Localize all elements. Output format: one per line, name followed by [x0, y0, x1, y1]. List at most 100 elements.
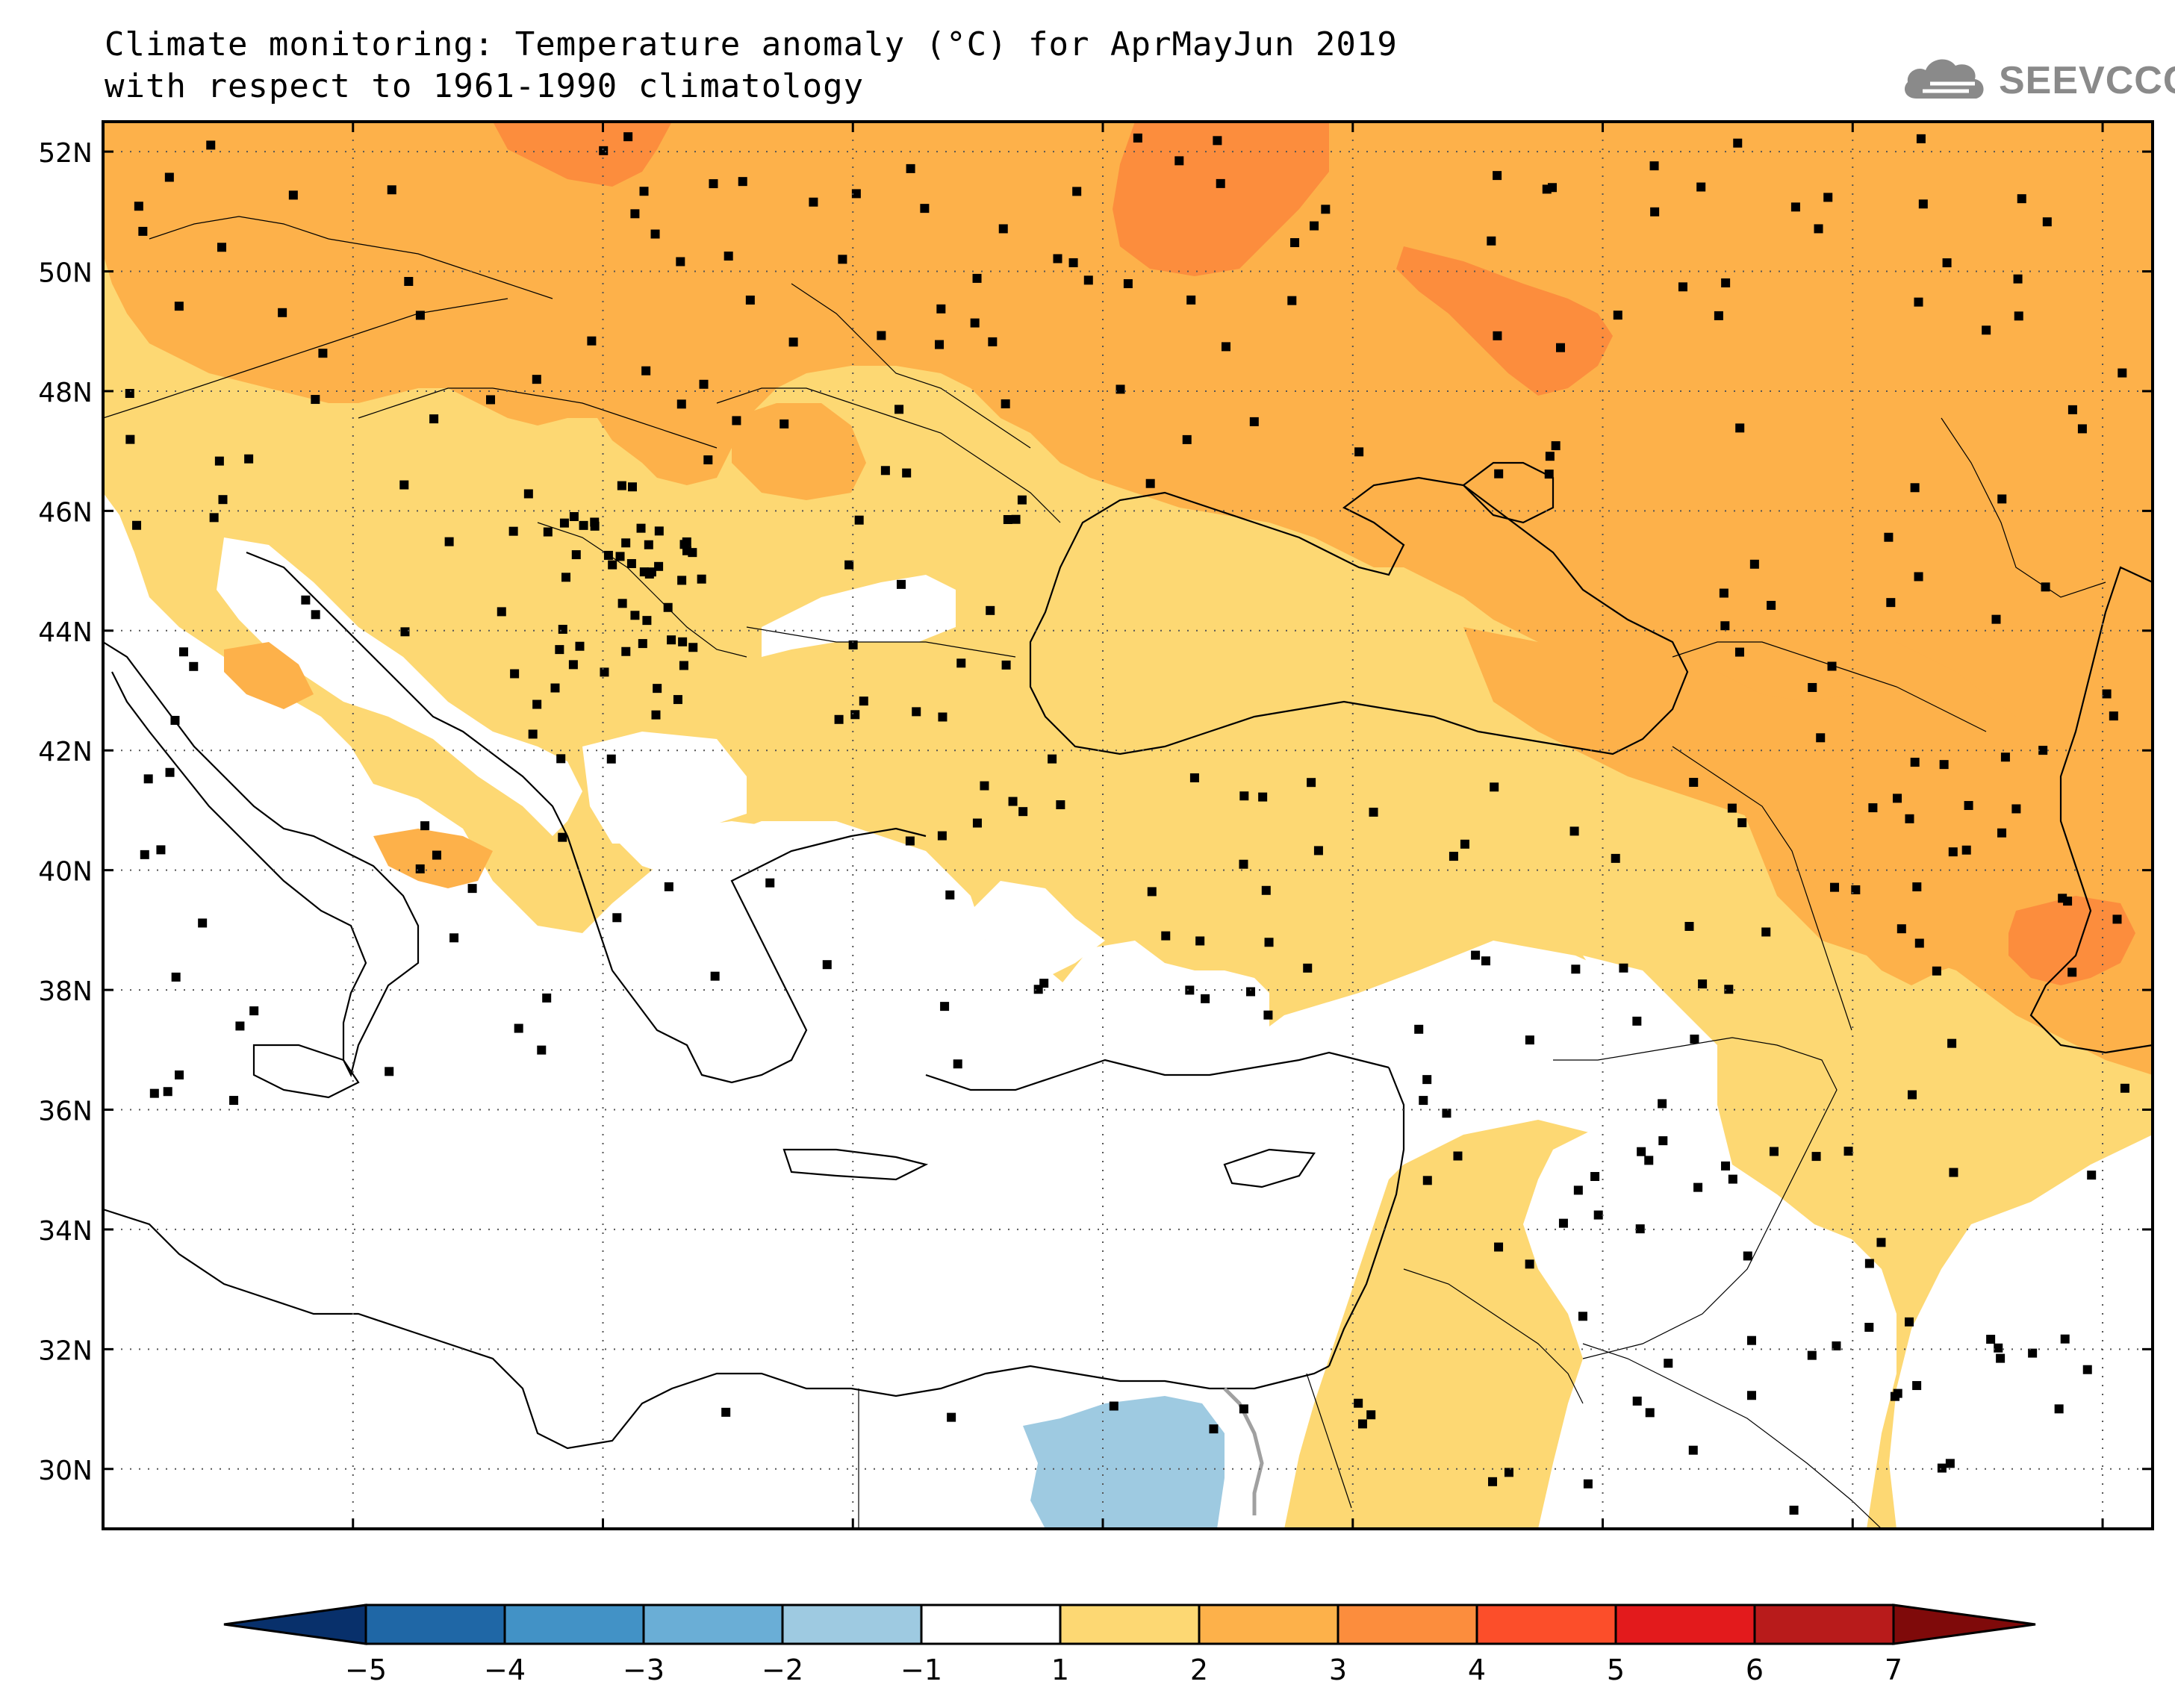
station-marker [935, 340, 945, 349]
station-marker [732, 416, 741, 426]
station-marker [1991, 614, 2001, 624]
station-marker [627, 482, 637, 492]
station-marker [644, 540, 653, 549]
station-marker [1453, 1151, 1463, 1161]
station-marker [1907, 1090, 1917, 1100]
logo-text: SEEVCCC [1999, 59, 2175, 102]
station-marker [905, 836, 915, 846]
station-marker [1018, 807, 1028, 817]
station-marker [621, 646, 631, 656]
station-marker [1914, 297, 1923, 307]
station-marker [175, 1070, 184, 1080]
colorbar-label: 1 [1051, 1654, 1069, 1686]
colorbar-label: −5 [345, 1654, 387, 1686]
station-marker [710, 971, 720, 981]
station-marker [780, 419, 789, 428]
station-marker [1690, 1034, 1699, 1044]
anomaly-region-white-west-anatolia [1015, 978, 1083, 1060]
station-marker [1590, 1171, 1600, 1181]
station-marker [667, 635, 676, 645]
station-marker [1109, 1401, 1118, 1411]
station-marker [1994, 1343, 2003, 1353]
station-marker [2014, 311, 2023, 321]
anomaly-region-white-adriatic [217, 537, 582, 836]
border-romania [716, 387, 1061, 523]
station-marker [998, 224, 1008, 234]
station-marker [555, 645, 564, 655]
station-marker [1471, 950, 1481, 960]
station-marker [590, 517, 600, 527]
station-marker [638, 639, 647, 649]
station-marker [1937, 1463, 1947, 1473]
station-marker [559, 518, 569, 528]
station-marker [1195, 936, 1205, 946]
station-marker [1693, 1182, 1703, 1192]
station-marker [1737, 818, 1747, 828]
colorbar-boxes [223, 1603, 2036, 1645]
station-marker [912, 707, 921, 717]
station-marker [311, 610, 320, 620]
anomaly-region-2-3-balkan-patch [732, 403, 866, 500]
station-marker [1886, 598, 1896, 608]
anomaly-field [103, 122, 2153, 1529]
coastline-crete [782, 1148, 929, 1181]
station-marker [850, 710, 860, 720]
station-marker [1548, 183, 1558, 193]
station-marker [615, 552, 625, 561]
station-marker [1914, 572, 1923, 582]
station-marker [1216, 178, 1225, 188]
station-marker [1221, 342, 1230, 352]
station-marker [1896, 924, 1906, 934]
station-marker [623, 132, 633, 142]
station-marker [956, 658, 966, 668]
station-marker [1986, 1335, 1996, 1344]
station-marker [575, 641, 585, 651]
border-russia-kazakhstan [1941, 417, 2106, 598]
colorbar-box [642, 1603, 784, 1645]
station-marker [676, 399, 686, 409]
station-marker [420, 821, 430, 831]
station-marker [1008, 797, 1018, 806]
lat-tick-label: 30N [38, 1456, 93, 1486]
station-marker [514, 1023, 523, 1033]
colorbar-label: −2 [762, 1654, 803, 1686]
border-bulgaria [746, 626, 1016, 658]
station-marker [1419, 1096, 1428, 1106]
station-marker [523, 489, 533, 499]
station-marker [244, 454, 254, 464]
station-marker [1619, 963, 1628, 973]
station-marker [543, 527, 553, 537]
station-marker [1645, 1408, 1655, 1418]
station-marker [1239, 791, 1249, 801]
station-marker [1789, 1505, 1799, 1515]
station-marker [1932, 966, 1941, 976]
colorbar-extend-high [1892, 1603, 2036, 1645]
station-marker [1422, 1176, 1432, 1185]
station-marker [1490, 782, 1499, 792]
station-marker [1056, 800, 1065, 810]
station-marker [639, 567, 649, 577]
station-marker [1414, 1024, 1424, 1034]
station-marker [1213, 136, 1222, 146]
station-marker [1290, 238, 1300, 248]
station-marker [449, 933, 459, 943]
station-marker [1632, 1396, 1642, 1406]
station-marker [1145, 479, 1155, 488]
colorbar-box [1198, 1603, 1339, 1645]
station-marker [528, 729, 538, 739]
station-marker [1068, 258, 1078, 267]
station-marker [1997, 494, 2007, 504]
colorbar-label: −4 [484, 1654, 526, 1686]
station-marker [1493, 331, 1502, 340]
station-marker [1876, 1238, 1886, 1247]
station-marker [1905, 814, 1914, 823]
station-marker [1868, 803, 1878, 813]
station-marker [1504, 1468, 1513, 1477]
station-marker [641, 366, 651, 375]
station-marker [1201, 994, 1210, 1003]
station-marker [163, 1087, 172, 1097]
lat-tick-label: 52N [38, 138, 93, 169]
station-marker [1996, 1353, 2006, 1363]
coastline-caspian [2029, 566, 2153, 1054]
